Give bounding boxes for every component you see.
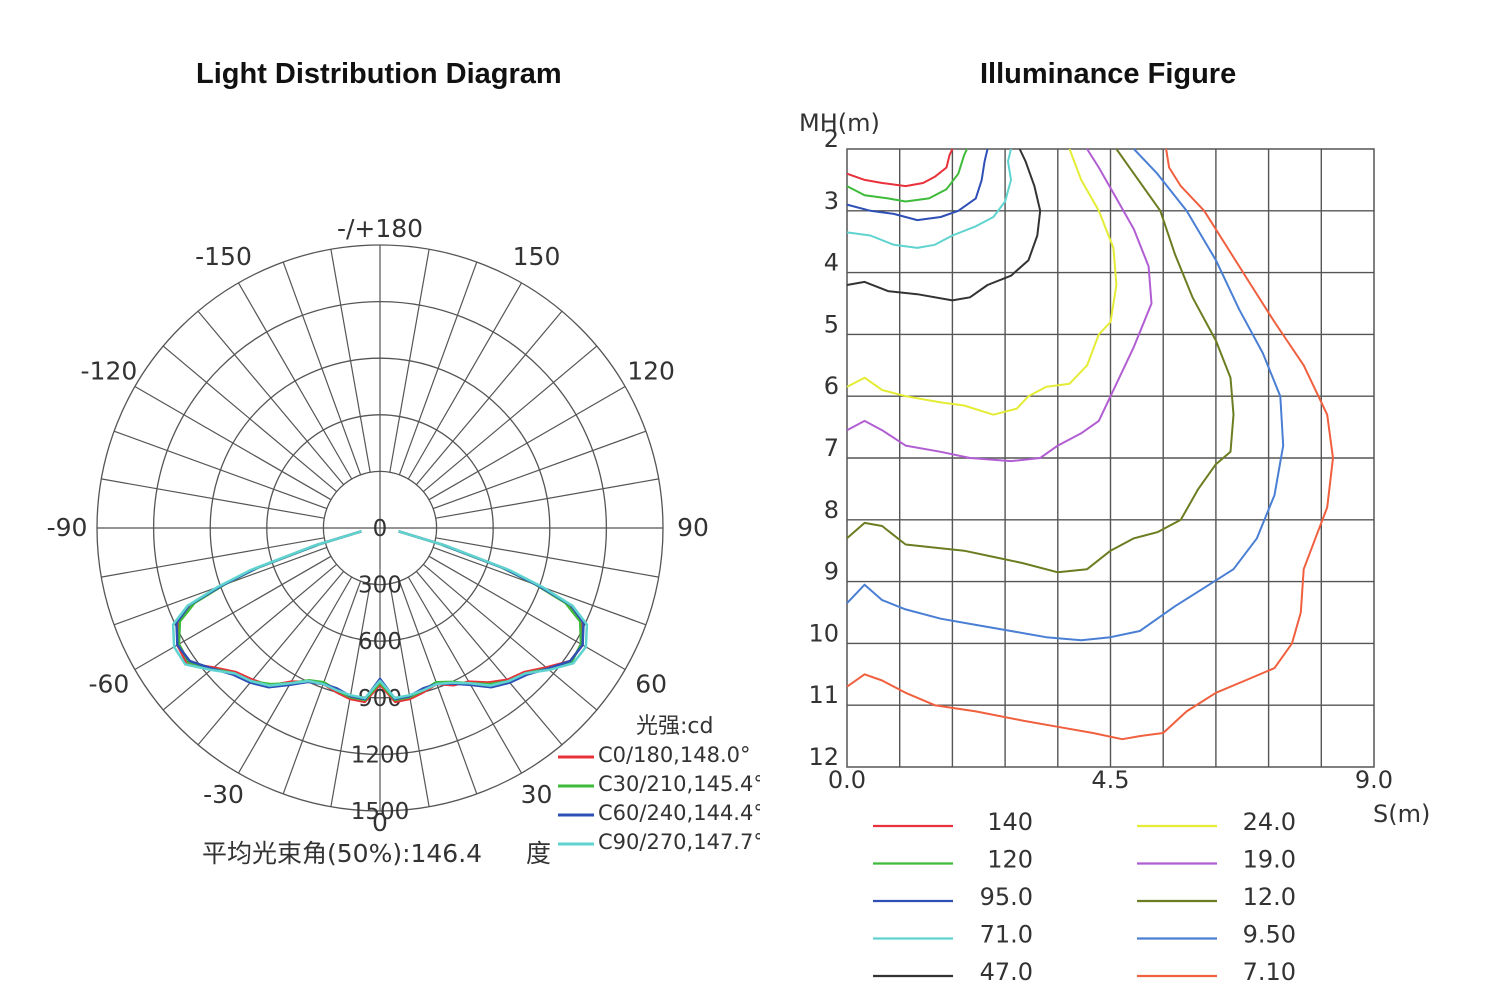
isolux-y-tick: 11 [808, 681, 839, 709]
polar-angle-label: 150 [513, 242, 561, 271]
polar-series-line [171, 530, 589, 700]
polar-legend-label: C0/180,148.0° [598, 743, 750, 767]
polar-spoke [432, 430, 647, 510]
polar-angle-label: -150 [195, 242, 252, 271]
polar-spoke [407, 282, 523, 480]
isolux-legend-label: 24.0 [1243, 808, 1296, 836]
polar-spoke [435, 537, 659, 578]
polar-legend-label: C60/240,144.4° [598, 801, 760, 825]
isolux-series-line [846, 148, 1285, 642]
polar-spoke [197, 310, 345, 485]
polar-spoke [389, 249, 430, 473]
isolux-y-tick: 10 [808, 619, 839, 647]
isolux-legend-label: 19.0 [1243, 846, 1296, 874]
polar-spoke [398, 261, 478, 476]
light-distribution-title: Light Distribution Diagram [196, 58, 562, 90]
isolux-series-line [846, 148, 968, 203]
polar-spoke [330, 249, 371, 473]
isolux-legend-label: 95.0 [980, 883, 1033, 911]
polar-angle-label: -120 [81, 357, 138, 386]
polar-spoke [428, 555, 626, 671]
polar-spoke [113, 430, 328, 510]
isolux-y-tick: 8 [824, 496, 839, 524]
isolux-legend-label: 12.0 [1243, 883, 1296, 911]
polar-angle-label: -30 [203, 780, 244, 809]
polar-spoke [237, 576, 353, 774]
isolux-legend-label: 9.50 [1243, 921, 1296, 949]
beam-angle-note: 平均光束角(50%):146.4 [202, 839, 482, 868]
polar-angle-label: -60 [88, 670, 129, 699]
isolux-x-tick: 0.0 [828, 766, 866, 794]
polar-spoke [407, 576, 523, 774]
polar-radial-label: 300 [358, 573, 402, 599]
isolux-series-line [846, 148, 1334, 741]
polar-legend-label: C90/270,147.7° [598, 830, 760, 854]
polar-spoke [435, 478, 659, 519]
polar-spoke [415, 310, 563, 485]
isolux-legend-label: 120 [987, 846, 1033, 874]
isolux-series-line [846, 148, 954, 188]
polar-spoke [134, 385, 332, 501]
polar-radial-label: 1500 [351, 799, 410, 825]
illuminance-figure-title: Illuminance Figure [980, 58, 1237, 90]
polar-spoke [162, 563, 337, 711]
polar-unit-label: 光强:cd [636, 714, 713, 739]
polar-radial-label: 0 [373, 516, 388, 542]
polar-radial-label: 600 [358, 629, 402, 655]
polar-spoke [282, 580, 362, 795]
polar-radial-label: 1200 [351, 742, 410, 768]
isolux-y-tick: 6 [824, 372, 839, 400]
isolux-legend-label: 140 [987, 808, 1033, 836]
isolux-series-line [846, 148, 989, 222]
isolux-y-tick: 4 [824, 249, 839, 277]
polar-spoke [423, 345, 598, 493]
isolux-series-line [846, 148, 1042, 302]
isolux-y-tick: 5 [824, 310, 839, 338]
polar-spoke [428, 385, 626, 501]
polar-angle-label: -90 [47, 513, 88, 542]
isolux-y-tick: 2 [824, 125, 839, 153]
polar-spoke [197, 571, 345, 746]
polar-spoke [101, 478, 325, 519]
polar-spoke [282, 261, 362, 476]
isolux-legend-label: 47.0 [980, 958, 1033, 986]
isolux-legend-label: 71.0 [980, 921, 1033, 949]
polar-angle-label: 120 [627, 357, 675, 386]
polar-angle-label: 90 [677, 513, 709, 542]
polar-angle-label: -/+180 [337, 214, 423, 243]
isolux-series-line [846, 148, 1153, 463]
polar-angle-label: 0 [372, 808, 388, 837]
polar-series-line [175, 530, 585, 701]
polar-light-distribution-chart: -/+1801501209060300-30-60-90-120-1500300… [47, 214, 760, 868]
polar-spoke [415, 571, 563, 746]
isolux-x-tick: 9.0 [1355, 766, 1393, 794]
polar-spoke [237, 282, 353, 480]
polar-spoke [134, 555, 332, 671]
isolux-y-tick: 12 [808, 743, 839, 771]
polar-spoke [162, 345, 337, 493]
polar-angle-label: 60 [635, 670, 667, 699]
polar-angle-label: 30 [521, 780, 553, 809]
polar-spoke [423, 563, 598, 711]
polar-legend-label: C30/210,145.4° [598, 772, 760, 796]
isolux-x-axis-label: S(m) [1373, 800, 1430, 828]
polar-grid [96, 244, 664, 812]
isolux-y-axis-label: MH(m) [799, 109, 880, 137]
beam-angle-unit: 度 [526, 839, 551, 868]
isolux-y-tick: 7 [824, 434, 839, 462]
isolux-grid [846, 148, 1375, 768]
polar-spoke [398, 580, 478, 795]
isolux-legend-label: 7.10 [1243, 958, 1296, 986]
isolux-series-line [846, 148, 1235, 574]
polar-spoke [101, 537, 325, 578]
isolux-x-tick: 4.5 [1091, 766, 1129, 794]
isolux-y-tick: 9 [824, 558, 839, 586]
isolux-series-line [846, 148, 1118, 416]
isolux-series-line [846, 148, 1012, 249]
isolux-y-tick: 3 [824, 187, 839, 215]
